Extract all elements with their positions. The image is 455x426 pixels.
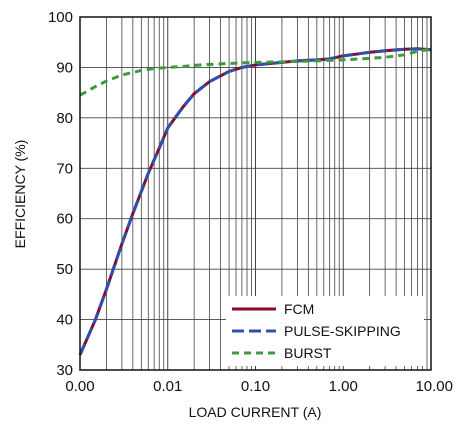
- y-tick-label: 30: [56, 362, 73, 379]
- legend-label: PULSE-SKIPPING: [284, 323, 401, 339]
- series-line-pulse-skipping: [78, 47, 432, 356]
- y-tick-label: 80: [56, 110, 73, 127]
- legend-label: BURST: [284, 345, 332, 361]
- x-tick-label: 0.01: [153, 378, 182, 395]
- series-layer: [78, 47, 432, 356]
- y-tick-label: 90: [56, 59, 73, 76]
- legend-label: FCM: [284, 301, 314, 317]
- y-tick-label: 100: [48, 9, 73, 26]
- y-axis-label: EFFICIENCY (%): [12, 140, 28, 249]
- x-tick-labels: 0.00 0.01 0.10 1.00 10.00: [65, 378, 453, 395]
- y-tick-label: 40: [56, 312, 73, 329]
- legend: FCM PULSE-SKIPPING BURST: [226, 296, 424, 366]
- x-axis-label: LOAD CURRENT (A): [189, 404, 322, 420]
- x-tick-label: 0.00: [65, 378, 94, 395]
- x-tick-label: 0.10: [241, 378, 270, 395]
- plot-frame: [79, 16, 432, 371]
- y-tick-label: 70: [56, 160, 73, 177]
- x-tick-label: 10.00: [415, 378, 453, 395]
- x-tick-label: 1.00: [329, 378, 358, 395]
- series-line-burst: [79, 47, 432, 97]
- y-tick-label: 60: [56, 211, 73, 228]
- y-tick-labels: 30 40 50 60 70 80 90 100: [48, 9, 73, 379]
- y-tick-label: 50: [56, 261, 73, 278]
